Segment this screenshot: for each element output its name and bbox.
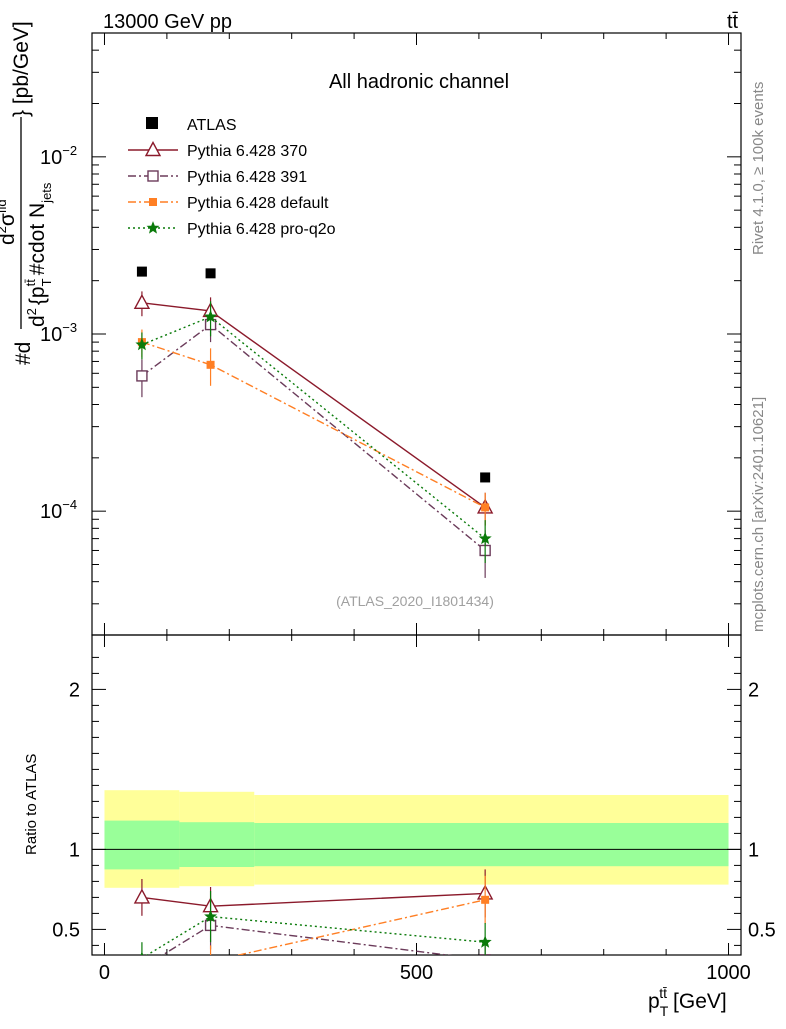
svg-text:#d: #d: [12, 342, 35, 365]
y-axis-label-ratio: Ratio to ATLAS: [23, 754, 40, 855]
ratio-band-inner-0: [104, 820, 180, 870]
chart-title: All hadronic channel: [329, 71, 509, 93]
series-ratio-3: [140, 891, 492, 955]
y-tick-label-main: 10−4: [40, 497, 77, 523]
svg-text:d2σfid: d2σfid: [0, 199, 19, 245]
y-tick-label-main: 10−2: [40, 143, 77, 169]
legend: ATLAS Pythia 6.428 370 Pythia 6.428 391 Py…: [128, 117, 336, 238]
ratio-line: [161, 924, 453, 955]
ratio-point: [140, 951, 144, 955]
y-tick-label-ratio-right: 2: [748, 679, 759, 701]
x-tick-label: 1000: [706, 962, 751, 984]
ratio-point: [478, 935, 492, 948]
ratio-uncertainty-bands: [104, 790, 729, 888]
legend-marker-2: [149, 198, 157, 206]
legend-label-0: Pythia 6.428 370: [187, 143, 307, 160]
x-tick-label: 500: [400, 962, 433, 984]
header-energy: 13000 GeV pp: [103, 11, 232, 33]
svg-text:} [pb/GeV]: } [pb/GeV]: [10, 21, 33, 117]
y-tick-label-ratio: 0.5: [52, 919, 80, 941]
y-axis-label-main: #d d2σfid d2{pTtt̄#cdot Njets } [pb/GeV]: [0, 21, 54, 365]
series-point: [204, 309, 218, 323]
svg-text:d2{pTtt̄#cdot Njets: d2{pTtt̄#cdot Njets: [23, 182, 54, 327]
ratio-point: [133, 888, 151, 904]
legend-marker-atlas: [146, 117, 158, 129]
y-tick-label-ratio: 1: [69, 839, 80, 861]
atlas-data-point: [205, 268, 216, 279]
legend-label-atlas: ATLAS: [187, 117, 237, 134]
legend-label-1: Pythia 6.428 391: [187, 169, 307, 186]
y-tick-label-main: 10−3: [40, 320, 77, 346]
ratio-band-inner-2: [254, 823, 729, 867]
series-point: [478, 531, 492, 545]
ratio-point: [204, 909, 218, 923]
series-line: [141, 341, 486, 509]
ratio-line: [145, 915, 486, 955]
series-main-1: [136, 310, 491, 578]
atlas-data-point: [136, 266, 147, 277]
analysis-tag: (ATLAS_2020_I1801434): [336, 593, 494, 609]
ratio-point: [481, 895, 490, 904]
series-line: [141, 302, 486, 508]
legend-marker-3: [146, 221, 160, 234]
ratio-band-inner-1: [179, 822, 255, 867]
legend-marker-0: [144, 141, 162, 157]
ratio-line: [141, 892, 486, 907]
main-series-group: [133, 266, 494, 578]
ratio-point: [207, 957, 215, 965]
ratio-series-group: [133, 869, 494, 1013]
ratio-point: [138, 1005, 146, 1013]
atlas-data-point: [480, 472, 491, 483]
legend-label-3: Pythia 6.428 pro-q2o: [187, 221, 336, 238]
series-line: [141, 316, 486, 540]
axis-ticks: 0 500 1000 10−4 10−3 10−2 0.5 0.5 1 1 2 2: [40, 32, 776, 984]
series-point: [136, 370, 148, 382]
series-point: [206, 360, 215, 369]
ratio-point: [479, 954, 491, 955]
series-point: [133, 293, 151, 310]
legend-label-2: Pythia 6.428 default: [187, 195, 329, 212]
header-process: tt̄: [727, 11, 739, 33]
x-tick-label: 0: [99, 962, 110, 984]
series-point: [481, 503, 490, 512]
atlas-data: [136, 266, 491, 483]
mcplots-label: mcplots.cern.ch [arXiv:2401.10621]: [750, 397, 767, 632]
series-point: [135, 337, 149, 351]
series-ratio-2: [138, 875, 490, 1013]
rivet-version-label: Rivet 4.1.0, ≥ 100k events: [750, 82, 767, 255]
y-tick-label-ratio-right: 0.5: [748, 919, 776, 941]
series-main-3: [135, 301, 492, 563]
y-tick-label-ratio-right: 1: [748, 839, 759, 861]
x-axis-label: pTtt̄ [GeV]: [648, 985, 727, 1019]
ratio-point: [137, 963, 147, 973]
series-ratio-1: [137, 901, 491, 973]
series-main-2: [137, 329, 490, 526]
y-tick-label-ratio: 2: [69, 679, 80, 701]
legend-marker-1: [147, 170, 159, 182]
